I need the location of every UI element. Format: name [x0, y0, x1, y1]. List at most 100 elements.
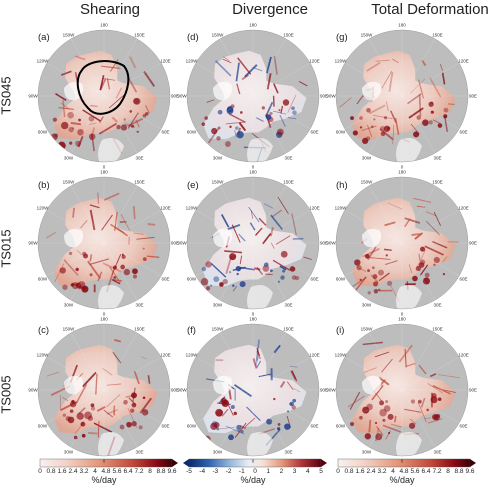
deformation-streak [433, 211, 441, 226]
longitude-label: 180 [100, 316, 108, 322]
deformation-streak [362, 341, 383, 346]
longitude-label: 150W [211, 326, 224, 331]
marginal-ice-feature [362, 406, 370, 414]
marginal-ice-feature [136, 130, 139, 133]
colorbar-gradient [337, 458, 471, 468]
marginal-ice-feature [415, 265, 421, 272]
colorbar-tick-label: 6.4 [123, 468, 133, 475]
colorbar-extend-max [321, 459, 327, 467]
deformation-streak [385, 101, 389, 112]
meridian-line [401, 242, 436, 301]
colorbar-tick-label: 0.8 [344, 468, 354, 475]
deformation-streak [112, 351, 122, 364]
marginal-ice-feature [141, 409, 149, 416]
longitude-label: 180 [100, 22, 108, 28]
marginal-ice-feature [75, 267, 79, 272]
map-panel [186, 176, 320, 310]
panel-label-g: (g) [336, 32, 348, 43]
marginal-ice-feature [89, 133, 96, 140]
deformation-streak [103, 192, 120, 201]
longitude-label: 120W [36, 58, 49, 63]
longitude-label: 30W [63, 302, 74, 307]
deformation-streak [425, 220, 440, 236]
marginal-ice-feature [262, 265, 270, 272]
marginal-ice-feature [232, 284, 235, 287]
marginal-ice-feature [359, 116, 363, 120]
marginal-ice-feature [437, 123, 443, 128]
marginal-ice-feature [277, 427, 281, 431]
meridian-line [252, 242, 311, 277]
marginal-ice-feature [280, 275, 285, 280]
deformation-streak [106, 394, 121, 408]
deformation-streak [408, 264, 413, 274]
marginal-ice-feature [226, 107, 234, 115]
longitude-label: 150W [62, 179, 75, 184]
greenland-shape [98, 138, 124, 162]
deformation-streak [258, 217, 267, 226]
marginal-ice-feature [57, 141, 66, 150]
deformation-streak [76, 249, 83, 256]
marginal-ice-feature [287, 410, 290, 413]
deformation-streak [115, 87, 123, 99]
longitude-label: 90W [326, 387, 336, 393]
marginal-ice-feature [75, 140, 81, 147]
map-boundary [186, 323, 320, 457]
greenland-shape [98, 432, 124, 456]
deformation-streak [112, 279, 121, 285]
colorbar-tick-label: 8.8 [454, 468, 464, 475]
marginal-ice-feature [68, 126, 74, 133]
greenland-shape [247, 138, 273, 162]
marginal-ice-feature [379, 400, 385, 406]
deformation-streak [394, 118, 400, 135]
meridian-line [46, 95, 105, 130]
panel-label-a: (a) [38, 32, 50, 43]
longitude-label: 180 [398, 316, 406, 322]
deformation-streak [383, 248, 392, 251]
deformation-streak [266, 73, 272, 90]
deformation-streak [89, 258, 110, 265]
deformation-streak [62, 100, 66, 118]
colorbar-extend-max [172, 459, 178, 467]
colorbar-tick-label: 8 [446, 468, 450, 475]
deformation-streak [368, 104, 386, 115]
longitude-label: 60W [186, 423, 197, 428]
marginal-ice-feature [276, 128, 284, 136]
marginal-ice-feature [277, 280, 281, 283]
deformation-streak [424, 417, 432, 420]
deformation-streak [140, 356, 147, 360]
marginal-ice-feature [211, 127, 218, 135]
deformation-streak [216, 426, 236, 430]
marginal-ice-feature [442, 272, 446, 276]
longitude-label: 60W [37, 129, 48, 134]
colorbar-tick-label: 3 [292, 468, 297, 475]
marginal-ice-feature [236, 130, 244, 139]
colorbar-tick-label: 4 [93, 468, 97, 475]
deformation-streak [60, 70, 72, 76]
map-panel [37, 323, 171, 457]
meridian-line [70, 389, 105, 448]
longitude-label: 30E [284, 449, 293, 454]
deformation-streak [74, 55, 86, 61]
deformation-streak [234, 422, 247, 438]
deformation-streak [101, 65, 121, 70]
colorbar-tick-label: -1 [238, 468, 245, 475]
colorbar-tick-label: 1.6 [57, 468, 67, 475]
marginal-ice-feature [291, 405, 296, 410]
marginal-ice-feature [409, 422, 416, 429]
marginal-ice-feature [229, 125, 232, 128]
deformation-streak [356, 94, 365, 105]
marginal-ice-feature [377, 269, 384, 276]
meridian-line [219, 95, 254, 154]
deformation-streak [441, 72, 446, 85]
longitude-label: 30E [284, 302, 293, 307]
marginal-ice-feature [280, 250, 288, 258]
deformation-streak [347, 395, 365, 408]
deformation-streak [432, 241, 448, 249]
panel-label-b: (b) [38, 180, 50, 191]
colorbar-tick-label: 0 [38, 468, 42, 475]
meridian-line [368, 38, 403, 97]
marginal-ice-feature [210, 422, 218, 430]
longitude-label: 150E [134, 32, 145, 37]
longitude-label: 0 [102, 458, 106, 464]
